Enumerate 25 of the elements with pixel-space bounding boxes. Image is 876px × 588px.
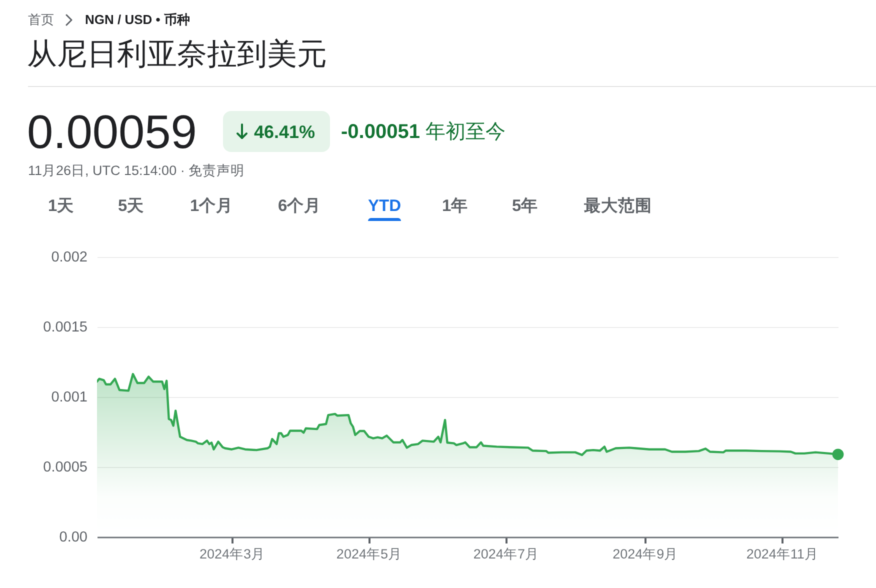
x-tick-label: 2024年9月 [612, 546, 678, 562]
text: 1个月 [190, 196, 234, 216]
text: 最大范围 [584, 196, 652, 216]
text: 1年 [442, 196, 468, 216]
text: YTD [368, 196, 401, 216]
text: 首页 [28, 11, 54, 29]
x-tick-label: 2024年5月 [336, 546, 402, 562]
text: 5年 [512, 196, 538, 216]
text: 1天 [48, 196, 74, 216]
chart-title: 从尼日利亚奈拉到美元 [27, 37, 327, 73]
chart-subtitle: 11月26日, UTC 15:14:00 · 免责声明 [28, 162, 245, 180]
y-tick-label: 0.0015 [43, 320, 88, 336]
text: 6个月 [278, 196, 322, 216]
text: 5天 [118, 196, 144, 216]
y-tick-label: 0.001 [51, 390, 88, 406]
text: 0.00059 [27, 105, 197, 158]
x-tick-label: 2024年7月 [473, 546, 539, 562]
text: 46.41% [254, 121, 316, 143]
text: -0.00051 年初至今 [341, 120, 506, 144]
y-tick-label: 0.002 [51, 250, 88, 266]
text: NGN / USD • 币种 [85, 11, 190, 29]
x-tick-label: 2024年11月 [746, 546, 818, 562]
y-tick-label: 0.0005 [43, 460, 88, 476]
y-tick-label: 0.00 [59, 530, 88, 546]
x-tick-label: 2024年3月 [199, 546, 265, 562]
